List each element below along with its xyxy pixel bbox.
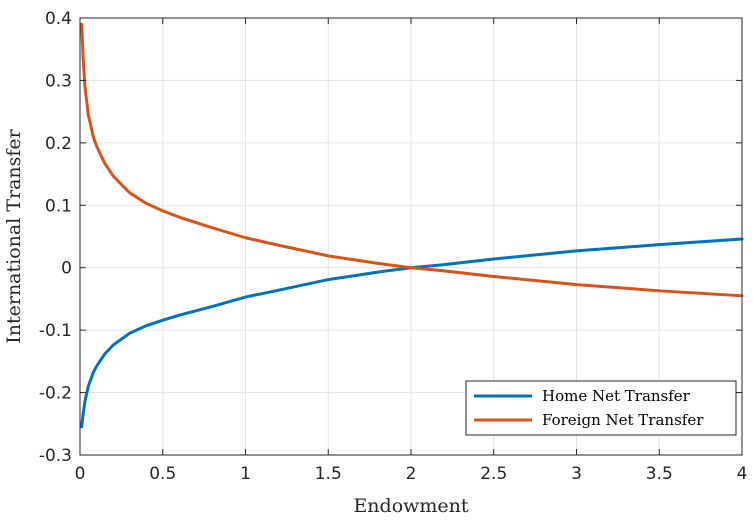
x-axis-label: Endowment — [353, 495, 468, 517]
series-line-foreign — [80, 22, 744, 298]
y-tick-label: -0.1 — [39, 321, 72, 341]
legend-label-foreign: Foreign Net Transfer — [542, 411, 704, 429]
y-tick-label: 0 — [61, 259, 72, 279]
x-tick-label: 0 — [75, 464, 86, 484]
series-lines — [80, 22, 744, 429]
y-tick-label: -0.3 — [39, 446, 72, 466]
x-tick-label: 0.5 — [149, 464, 176, 484]
legend-label-home: Home Net Transfer — [542, 387, 691, 405]
series-line-home — [80, 237, 744, 429]
y-tick-label: 0.4 — [45, 9, 72, 29]
ticks: 0 0.5 1 1.5 2 2.5 3 3.5 4 -0.3 -0.2 -0.1 0 0.1 0.2 0.3 0… — [39, 9, 748, 484]
x-tick-label: 2 — [406, 464, 417, 484]
legend-box — [465, 380, 737, 436]
x-tick-label: 3.5 — [646, 464, 673, 484]
x-tick-label: 3 — [571, 464, 582, 484]
x-tick-label: 1.5 — [315, 464, 342, 484]
x-tick-label: 2.5 — [480, 464, 507, 484]
y-tick-label: -0.2 — [39, 384, 72, 404]
y-tick-label: 0.2 — [45, 134, 72, 154]
y-tick-label: 0.3 — [45, 71, 72, 91]
x-tick-label: 4 — [737, 464, 748, 484]
legend: Home Net Transfer Foreign Net Transfer — [465, 380, 737, 436]
x-tick-label: 1 — [240, 464, 251, 484]
y-axis-label: International Transfer — [3, 128, 25, 343]
y-tick-label: 0.1 — [45, 196, 72, 216]
